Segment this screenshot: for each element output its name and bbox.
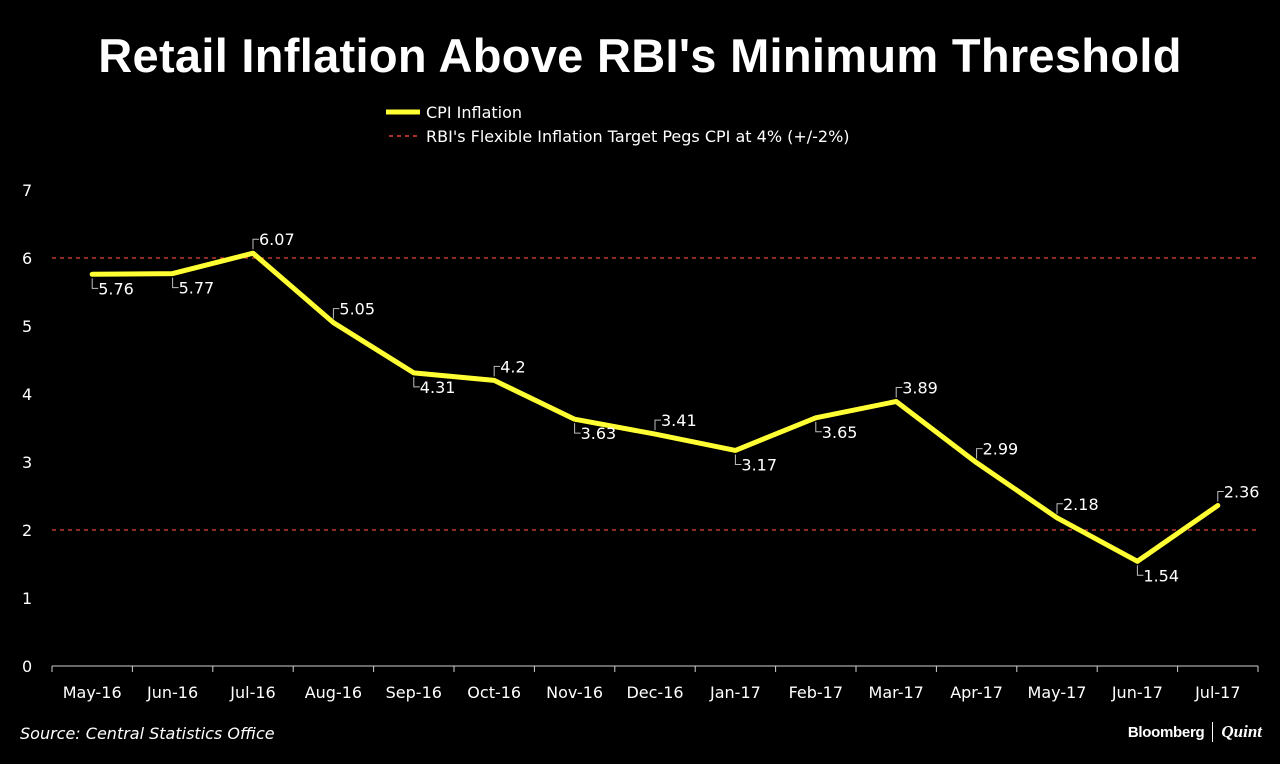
data-label: 2.36: [1224, 483, 1260, 502]
legend-target-label: RBI's Flexible Inflation Target Pegs CPI…: [426, 127, 850, 146]
data-label-leader: [654, 419, 661, 431]
data-label: 3.41: [661, 411, 697, 430]
data-point: [573, 417, 577, 421]
brand-logo: Bloomberg Quint: [1128, 722, 1262, 742]
y-tick-label: 4: [22, 385, 32, 404]
data-label-leader: [1217, 491, 1224, 502]
legend: CPI Inflation RBI's Flexible Inflation T…: [386, 103, 850, 146]
x-tick-label: Feb-17: [789, 683, 843, 702]
y-tick-label: 6: [22, 249, 32, 268]
x-tick-label: May-16: [63, 683, 122, 702]
data-label-leader: [574, 423, 581, 434]
y-tick-label: 2: [22, 521, 32, 540]
y-tick-label: 0: [22, 657, 32, 676]
brand-separator: [1212, 722, 1214, 742]
x-tick-label: Jan-17: [709, 683, 761, 702]
chart-title: Retail Inflation Above RBI's Minimum Thr…: [98, 29, 1182, 82]
data-label-leader: [172, 277, 179, 289]
data-point: [653, 432, 657, 436]
y-tick-label: 5: [22, 317, 32, 336]
source-note: Source: Central Statistics Office: [20, 724, 275, 743]
data-label: 6.07: [259, 230, 295, 249]
x-tick-label: Aug-16: [305, 683, 362, 702]
data-point: [412, 371, 416, 375]
data-label-leader: [1056, 503, 1063, 514]
data-point: [975, 461, 979, 465]
x-tick-label: Sep-16: [386, 683, 442, 702]
x-tick-label: Jul-17: [1194, 683, 1240, 702]
data-point: [90, 272, 94, 276]
x-tick-label: Jun-16: [146, 683, 198, 702]
data-label: 3.17: [741, 455, 777, 474]
data-point: [331, 321, 335, 325]
x-tick-label: Mar-17: [869, 683, 924, 702]
data-label-leader: [91, 278, 99, 289]
data-label: 5.76: [98, 279, 134, 298]
data-point: [171, 272, 175, 276]
data-label: 4.31: [420, 378, 456, 397]
x-tick-label: May-17: [1028, 683, 1087, 702]
data-point: [733, 448, 737, 452]
data-label: 2.99: [983, 440, 1019, 459]
data-label-leader: [413, 376, 420, 388]
y-tick-label: 3: [22, 453, 32, 472]
data-point: [251, 251, 255, 255]
data-label: 3.65: [822, 423, 858, 442]
data-label: 5.77: [179, 279, 215, 298]
x-tick-label: Apr-17: [950, 683, 1003, 702]
data-label: 5.05: [339, 300, 375, 319]
x-tick-label: Jun-17: [1111, 683, 1163, 702]
brand-bloomberg: Bloomberg: [1127, 723, 1205, 741]
data-label: 3.63: [581, 424, 617, 443]
data-point: [1135, 559, 1139, 563]
x-tick-label: Jul-16: [229, 683, 275, 702]
brand-quint: Quint: [1221, 722, 1262, 741]
y-tick-label: 7: [22, 181, 32, 200]
data-label-leader: [976, 448, 983, 459]
legend-cpi-label: CPI Inflation: [426, 103, 522, 122]
data-label-leader: [1136, 565, 1144, 576]
data-label: 4.2: [500, 357, 525, 376]
data-label: 2.18: [1063, 495, 1099, 514]
data-point: [1055, 516, 1059, 520]
data-label-leader: [895, 386, 903, 398]
data-label-leader: [815, 421, 822, 433]
data-label: 3.89: [902, 378, 938, 397]
cpi-inflation-line: [89, 250, 1221, 564]
data-label-leader: [734, 454, 742, 465]
data-label: 1.54: [1143, 566, 1179, 585]
y-tick-label: 1: [22, 589, 32, 608]
x-tick-label: Oct-16: [467, 683, 521, 702]
data-point: [894, 399, 898, 403]
x-tick-label: Nov-16: [546, 683, 603, 702]
data-point: [492, 378, 496, 382]
data-point: [814, 416, 818, 420]
x-tick-label: Dec-16: [626, 683, 683, 702]
data-label-leader: [493, 365, 501, 377]
data-label-leader: [252, 238, 259, 250]
data-point: [1216, 504, 1220, 508]
data-label-leader: [332, 308, 340, 319]
